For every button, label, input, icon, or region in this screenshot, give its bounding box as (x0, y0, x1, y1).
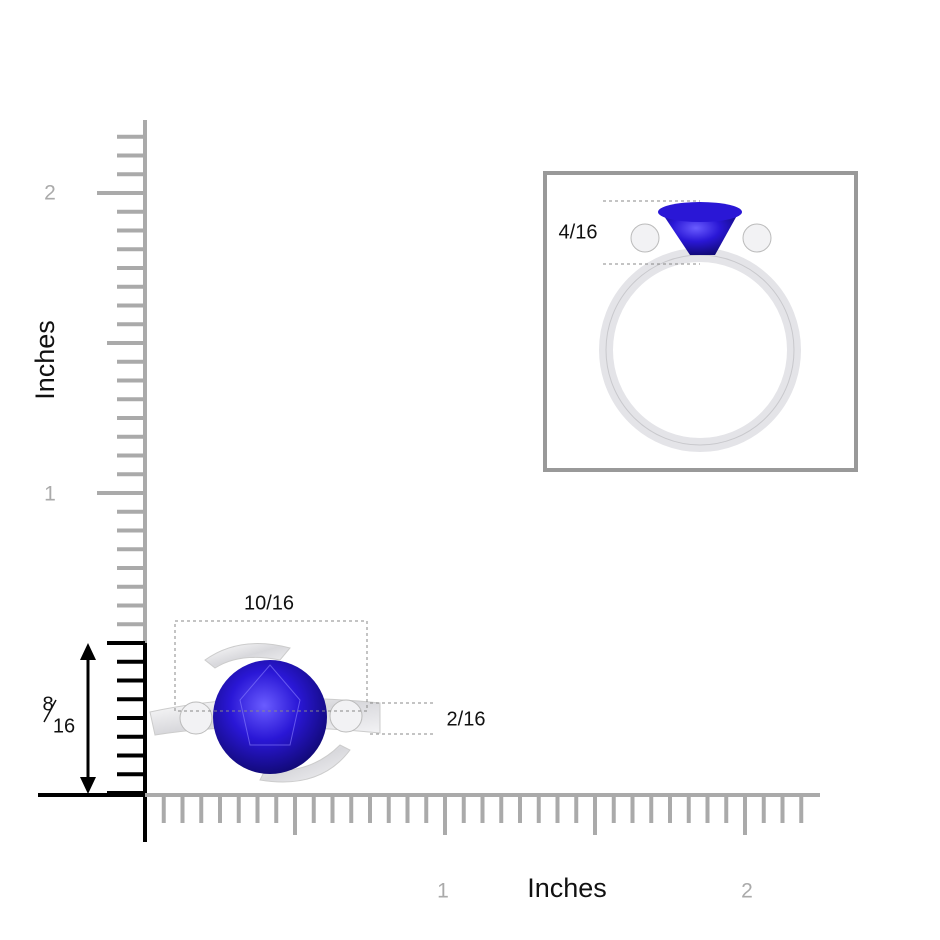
width-label: 10/16 (244, 592, 294, 614)
inset-height-label: 4/16 (559, 221, 598, 243)
x-tick-label: 2 (741, 880, 753, 903)
side-height-label: 2/16 (447, 708, 486, 730)
x-axis-label: Inches (527, 873, 607, 903)
y-tick-label: 2 (44, 182, 56, 205)
height-numerator: 8 (42, 693, 53, 715)
ring-top-view (149, 643, 381, 783)
x-tick-label: 1 (437, 880, 449, 903)
height-denominator: 16 (53, 715, 75, 737)
height-arrow (80, 643, 96, 794)
rulers (38, 120, 820, 842)
width-guide (174, 620, 368, 712)
y-tick-label: 1 (44, 483, 56, 506)
fraction-slash (43, 699, 57, 723)
ring-side-view (599, 202, 801, 452)
y-axis-label: Inches (30, 320, 60, 400)
